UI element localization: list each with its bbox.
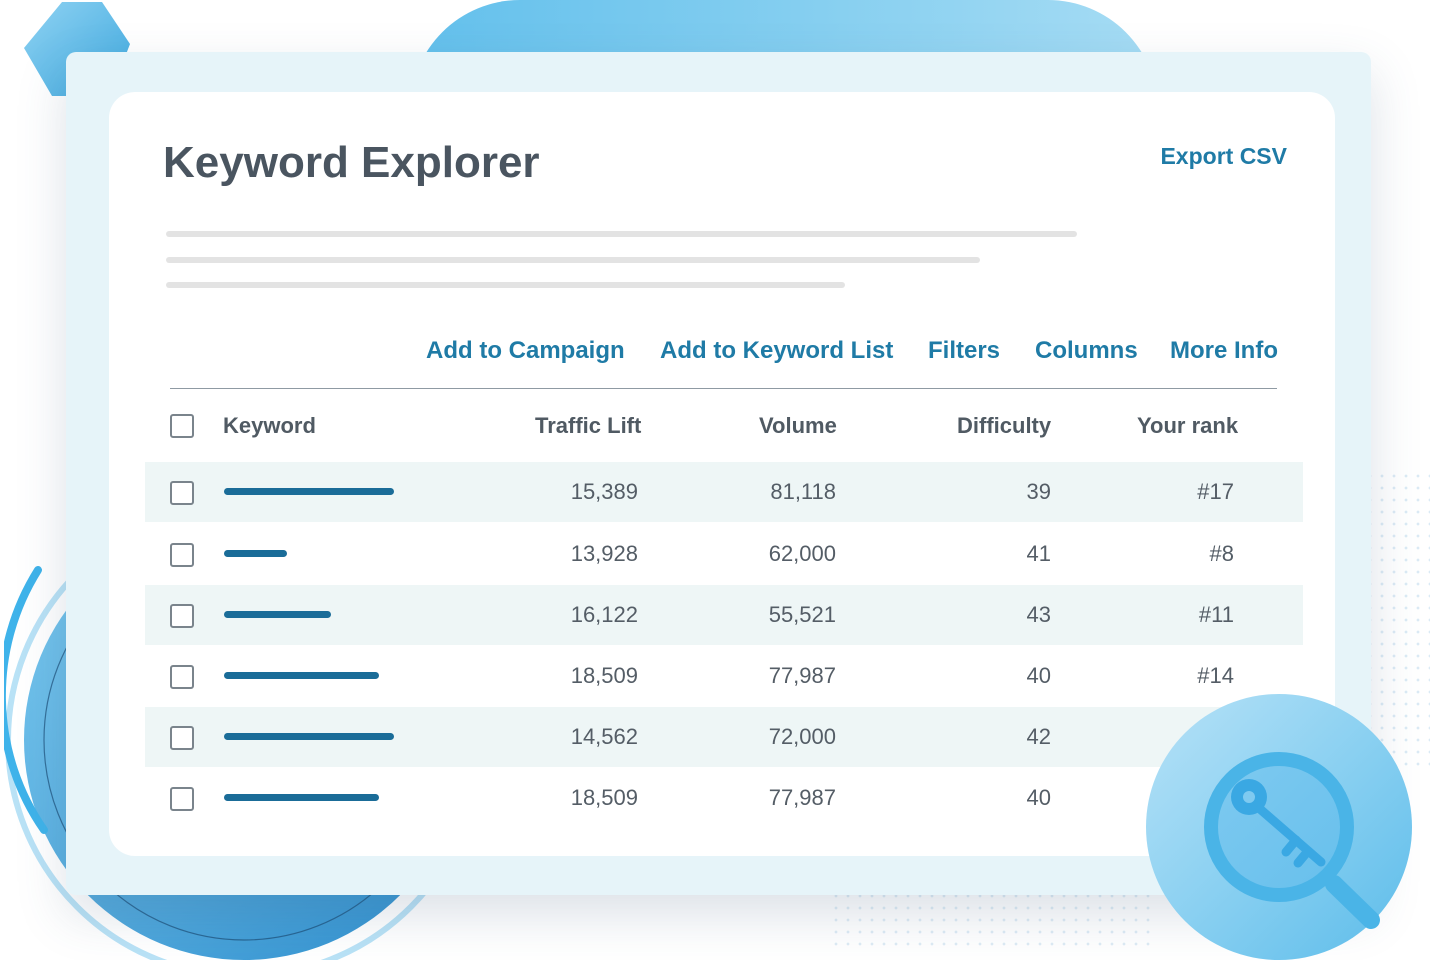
- row-checkbox[interactable]: [170, 604, 194, 628]
- column-header-volume[interactable]: Volume: [759, 413, 837, 438]
- your-rank-cell: #11: [1198, 602, 1234, 627]
- keyword-placeholder-bar: [224, 488, 394, 495]
- your-rank-cell: #17: [1197, 479, 1234, 504]
- description-placeholder-line: [166, 231, 1077, 237]
- export-csv-link[interactable]: Export CSV: [1160, 143, 1287, 169]
- row-checkbox[interactable]: [170, 543, 194, 567]
- difficulty-cell: 42: [1026, 724, 1051, 749]
- keyword-placeholder-bar: [224, 672, 379, 679]
- difficulty-cell: 40: [1026, 785, 1051, 810]
- volume-cell: 72,000: [768, 724, 836, 749]
- table-row[interactable]: 18,509 77,987 40 #14: [145, 646, 1303, 706]
- select-all-checkbox[interactable]: [170, 414, 194, 438]
- traffic-lift-cell: 16,122: [570, 602, 638, 627]
- more-info-button[interactable]: More Info: [1170, 337, 1278, 364]
- keyword-placeholder-bar: [224, 611, 331, 618]
- columns-button[interactable]: Columns: [1035, 337, 1138, 364]
- volume-cell: 55,521: [768, 602, 836, 627]
- keyword-placeholder-bar: [224, 733, 394, 740]
- row-checkbox[interactable]: [170, 665, 194, 689]
- traffic-lift-cell: 18,509: [570, 663, 638, 688]
- column-header-your-rank[interactable]: Your rank: [1137, 413, 1239, 438]
- volume-cell: 77,987: [768, 785, 836, 810]
- row-checkbox[interactable]: [170, 481, 194, 505]
- traffic-lift-cell: 15,389: [570, 479, 638, 504]
- description-placeholder-line: [166, 282, 845, 288]
- table-row[interactable]: 14,562 72,000 42: [145, 707, 1303, 767]
- column-header-difficulty[interactable]: Difficulty: [957, 413, 1052, 438]
- difficulty-cell: 39: [1026, 479, 1051, 504]
- difficulty-cell: 43: [1026, 602, 1051, 627]
- description-placeholder-line: [166, 257, 980, 263]
- keyword-placeholder-bar: [224, 550, 287, 557]
- volume-cell: 77,987: [768, 663, 836, 688]
- traffic-lift-cell: 14,562: [570, 724, 638, 749]
- difficulty-cell: 41: [1026, 541, 1051, 566]
- your-rank-cell: #8: [1209, 541, 1234, 566]
- table-row[interactable]: 16,122 55,521 43 #11: [145, 585, 1303, 645]
- table-row[interactable]: 13,928 62,000 41 #8: [145, 524, 1303, 584]
- difficulty-cell: 40: [1026, 663, 1051, 688]
- traffic-lift-cell: 18,509: [570, 785, 638, 810]
- row-checkbox[interactable]: [170, 787, 194, 811]
- filters-button[interactable]: Filters: [928, 337, 1001, 364]
- column-header-traffic-lift[interactable]: Traffic Lift: [535, 413, 642, 438]
- volume-cell: 62,000: [768, 541, 836, 566]
- decorative-dots-bottom: [830, 890, 1150, 950]
- volume-cell: 81,118: [770, 479, 836, 504]
- keyword-placeholder-bar: [224, 794, 379, 801]
- your-rank-cell: #14: [1197, 663, 1234, 688]
- page-title: Keyword Explorer: [163, 138, 540, 187]
- toolbar-divider: [170, 388, 1277, 389]
- table-row[interactable]: 15,389 81,118 39 #17: [145, 462, 1303, 522]
- row-checkbox[interactable]: [170, 726, 194, 750]
- column-header-keyword[interactable]: Keyword: [223, 413, 316, 438]
- add-to-campaign-button[interactable]: Add to Campaign: [426, 337, 625, 364]
- table-row[interactable]: 18,509 77,987 40: [145, 768, 1303, 828]
- traffic-lift-cell: 13,928: [570, 541, 638, 566]
- add-to-keyword-list-button[interactable]: Add to Keyword List: [660, 337, 894, 364]
- key-magnifier-icon: [1146, 694, 1412, 960]
